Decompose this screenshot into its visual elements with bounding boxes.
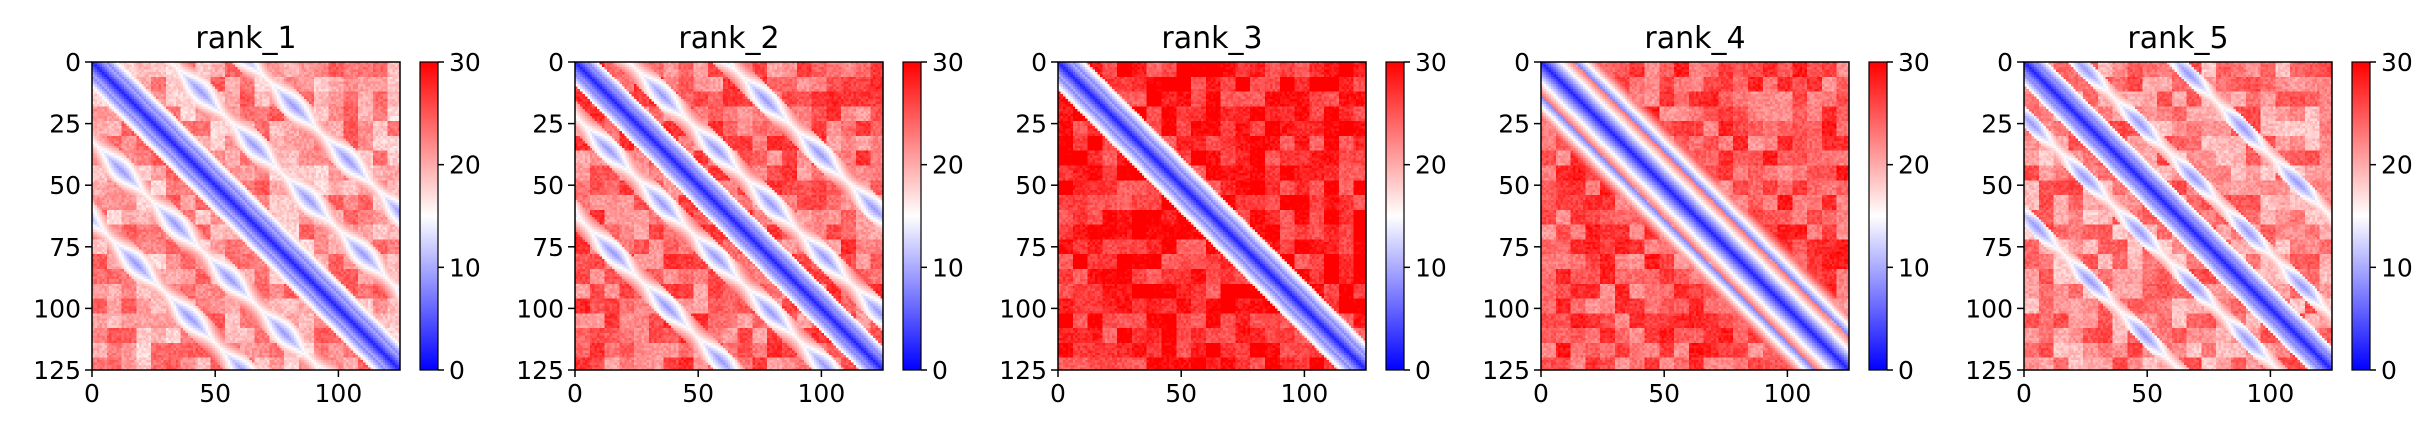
colorbar-tick-label: 30 [1415,48,1447,77]
y-tick-label: 0 [1514,48,1530,77]
y-tick-label: 25 [1981,110,2013,139]
colorbar-tick-label: 10 [1898,253,1930,282]
x-tick-label: 50 [682,379,714,408]
y-tick-label: 25 [49,110,81,139]
colorbar-tick-label: 20 [2381,151,2413,180]
y-tick-label: 125 [1482,356,1530,385]
y-tick-label: 25 [1015,110,1047,139]
x-tick-label: 0 [1050,379,1066,408]
y-tick-label: 75 [49,233,81,262]
x-tick-label: 50 [1648,379,1680,408]
heatmap-image [2024,62,2332,370]
colorbar-tick-label: 20 [1415,151,1447,180]
heatmap-image [92,62,400,370]
y-tick-label: 100 [516,294,564,323]
colorbar-tick-label: 20 [932,151,964,180]
y-tick-label: 0 [1997,48,2013,77]
y-tick-label: 50 [1981,171,2013,200]
colorbar [1868,61,1888,371]
x-tick-label: 100 [1764,379,1812,408]
colorbar-tick-label: 30 [1898,48,1930,77]
colorbar-tick-label: 20 [449,151,481,180]
colorbar [419,61,439,371]
plot-frame [1540,61,1850,371]
y-tick-label: 25 [1498,110,1530,139]
y-tick-label: 100 [33,294,81,323]
y-tick-label: 50 [1015,171,1047,200]
colorbar-tick-label: 0 [932,356,948,385]
y-tick-label: 125 [1965,356,2013,385]
panel-title: rank_4 [1644,21,1745,56]
y-tick-label: 125 [33,356,81,385]
colorbar [2351,61,2371,371]
x-tick-label: 50 [199,379,231,408]
x-tick-label: 0 [1533,379,1549,408]
x-tick-label: 0 [2016,379,2032,408]
y-tick-label: 0 [1031,48,1047,77]
colorbar-tick-label: 0 [2381,356,2397,385]
plot-frame [1057,61,1367,371]
panel-title: rank_2 [678,21,779,56]
y-tick-label: 0 [65,48,81,77]
plot-frame [574,61,884,371]
colorbar-tick-label: 10 [2381,253,2413,282]
x-tick-label: 50 [2131,379,2163,408]
colorbar-tick-label: 20 [1898,151,1930,180]
colorbar-tick-label: 10 [1415,253,1447,282]
y-tick-label: 75 [1015,233,1047,262]
y-tick-label: 50 [532,171,564,200]
heatmap-image [1541,62,1849,370]
x-tick-label: 100 [798,379,846,408]
y-tick-label: 50 [1498,171,1530,200]
x-tick-label: 0 [567,379,583,408]
y-tick-label: 100 [1965,294,2013,323]
panel-title: rank_5 [2127,21,2228,56]
plot-frame [2023,61,2333,371]
y-tick-label: 100 [999,294,1047,323]
y-tick-label: 75 [532,233,564,262]
y-tick-label: 50 [49,171,81,200]
y-tick-label: 125 [516,356,564,385]
heatmap-image [575,62,883,370]
panel-title: rank_3 [1161,21,1262,56]
panel-title: rank_1 [195,21,296,56]
x-tick-label: 50 [1165,379,1197,408]
y-tick-label: 75 [1981,233,2013,262]
y-tick-label: 100 [1482,294,1530,323]
colorbar [902,61,922,371]
x-tick-label: 100 [2247,379,2295,408]
colorbar-tick-label: 30 [2381,48,2413,77]
colorbar-tick-label: 0 [449,356,465,385]
colorbar-tick-label: 0 [1898,356,1914,385]
x-tick-label: 0 [84,379,100,408]
y-tick-label: 125 [999,356,1047,385]
colorbar-tick-label: 10 [449,253,481,282]
colorbar-tick-label: 30 [932,48,964,77]
colorbar-tick-label: 30 [449,48,481,77]
colorbar [1385,61,1405,371]
y-tick-label: 25 [532,110,564,139]
y-tick-label: 75 [1498,233,1530,262]
x-tick-label: 100 [315,379,363,408]
colorbar-tick-label: 0 [1415,356,1431,385]
plot-frame [91,61,401,371]
x-tick-label: 100 [1281,379,1329,408]
heatmap-image [1058,62,1366,370]
y-tick-label: 0 [548,48,564,77]
colorbar-tick-label: 10 [932,253,964,282]
